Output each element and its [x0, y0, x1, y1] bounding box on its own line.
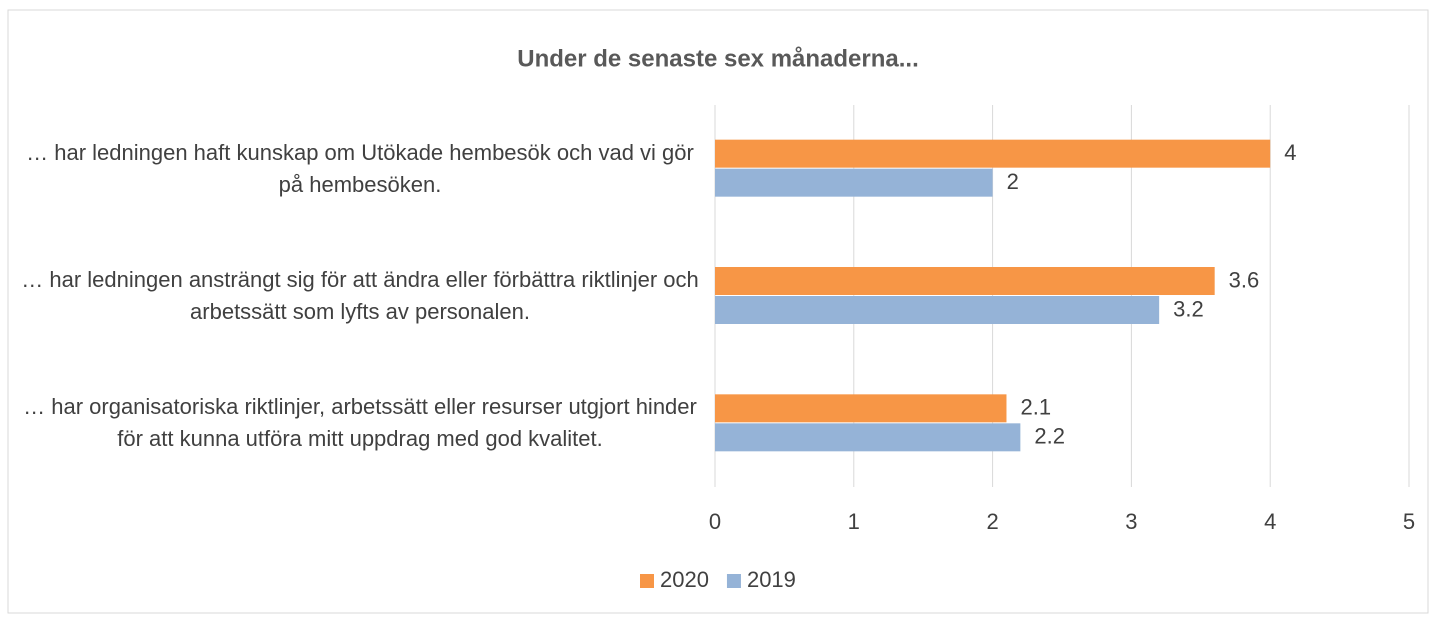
data-label: 3.6	[1229, 267, 1260, 292]
x-tick-label: 3	[1125, 509, 1137, 534]
x-tick-label: 4	[1264, 509, 1276, 534]
category-label: … har ledningen ansträngt sig för att än…	[21, 267, 699, 324]
legend-swatch	[726, 574, 741, 588]
legend-label: 2019	[747, 567, 796, 592]
x-tick-label: 2	[986, 509, 998, 534]
bar	[715, 394, 1007, 423]
bar	[715, 423, 1021, 452]
bar	[715, 296, 1160, 324]
data-label: 2	[1007, 169, 1019, 194]
bar	[715, 139, 1271, 168]
chart-title: Under de senaste sex månaderna...	[517, 45, 919, 72]
bar	[715, 168, 993, 197]
data-label: 4	[1284, 140, 1296, 165]
category-label: … har organisatoriska riktlinjer, arbets…	[23, 394, 697, 452]
data-label: 2.2	[1034, 424, 1065, 449]
legend-swatch	[640, 574, 654, 588]
x-tick-label: 1	[848, 509, 860, 534]
x-tick-label: 0	[709, 509, 721, 534]
x-tick-label: 5	[1403, 509, 1415, 534]
data-label: 2.1	[1020, 395, 1051, 420]
category-label: … har ledningen haft kunskap om Utökade …	[26, 139, 694, 197]
data-label: 3.2	[1173, 296, 1204, 321]
legend-label: 2020	[660, 567, 709, 592]
bar	[715, 267, 1215, 295]
